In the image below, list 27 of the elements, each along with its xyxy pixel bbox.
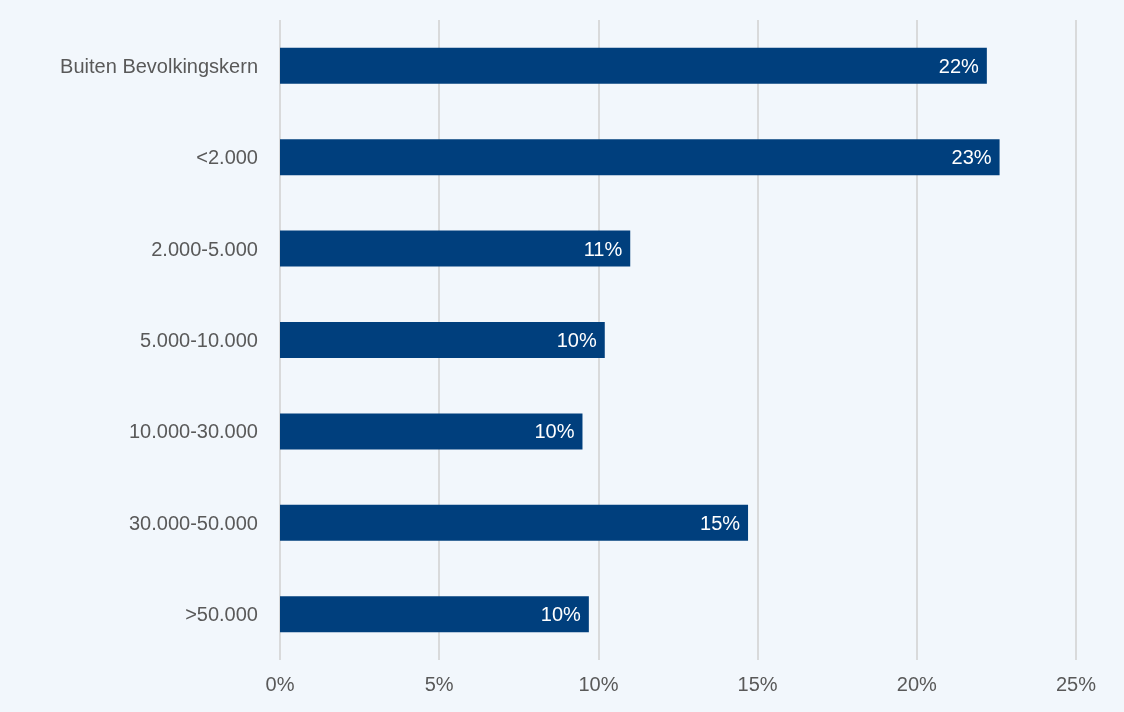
y-tick-label: <2.000: [196, 146, 258, 169]
data-label: 10%: [540, 603, 582, 626]
bar: [280, 504, 749, 541]
x-tick-label: 5%: [424, 673, 454, 695]
bar: [280, 47, 987, 84]
x-tick-label: 20%: [896, 673, 938, 695]
bar: [280, 596, 589, 633]
y-tick-label: 2.000-5.000: [151, 237, 258, 260]
y-tick-label: >50.000: [185, 603, 258, 626]
x-tick-label: 10%: [578, 673, 619, 695]
y-tick-label: 30.000-50.000: [128, 511, 258, 534]
bar: [280, 322, 605, 358]
data-label: 10%: [556, 329, 597, 351]
data-label: 11%: [583, 237, 623, 260]
y-tick-label: 10.000-30.000: [128, 420, 258, 443]
x-tick-label: 15%: [737, 673, 778, 695]
x-tick-label: 0%: [265, 673, 295, 695]
data-label: 23%: [951, 146, 992, 169]
data-label: 15%: [700, 511, 741, 534]
y-tick-label: 5.000-10.000: [140, 329, 258, 351]
y-tick-label: Buiten Bevolkingskern: [60, 54, 258, 77]
data-label: 22%: [938, 54, 980, 77]
bar: [280, 413, 583, 450]
bar: [280, 139, 1000, 176]
data-label: 10%: [534, 420, 575, 443]
bar: [280, 230, 631, 267]
x-tick-label: 25%: [1055, 673, 1097, 695]
